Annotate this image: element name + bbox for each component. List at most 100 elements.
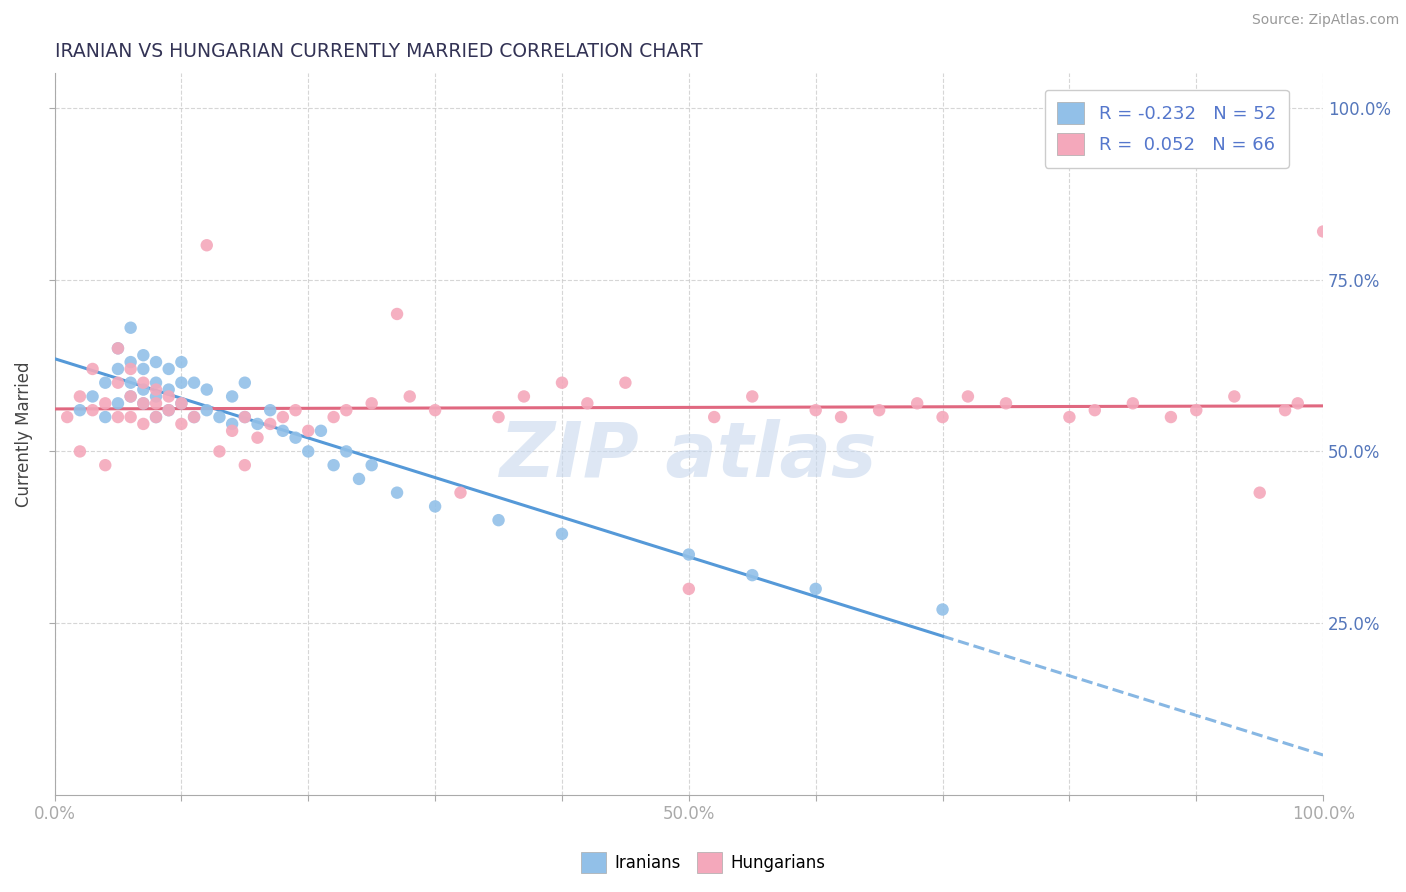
Point [107,396,129,410]
Point [195,238,218,252]
Point [69,444,91,458]
Point [956,389,979,403]
Point [145,410,167,425]
Point [246,431,269,445]
Point [69,403,91,417]
Point [132,376,155,390]
Text: Source: ZipAtlas.com: Source: ZipAtlas.com [1251,13,1399,28]
Point [233,458,256,472]
Point [183,410,205,425]
Point [120,362,142,376]
Point [335,403,357,417]
Point [804,582,827,596]
Point [82,389,104,403]
Point [120,389,142,403]
Point [221,424,243,438]
Point [1274,403,1296,417]
Point [297,424,319,438]
Point [145,383,167,397]
Point [931,410,953,425]
Point [1286,396,1309,410]
Point [360,458,382,472]
Point [741,389,763,403]
Point [905,396,928,410]
Point [1059,410,1081,425]
Point [1122,396,1144,410]
Point [157,389,180,403]
Point [513,389,536,403]
Point [157,362,180,376]
Point [132,383,155,397]
Point [94,410,117,425]
Point [488,410,510,425]
Point [614,376,637,390]
Point [830,410,852,425]
Point [82,362,104,376]
Point [1249,485,1271,500]
Text: IRANIAN VS HUNGARIAN CURRENTLY MARRIED CORRELATION CHART: IRANIAN VS HUNGARIAN CURRENTLY MARRIED C… [55,42,702,61]
Point [132,396,155,410]
Point [576,396,599,410]
Point [82,403,104,417]
Point [678,548,700,562]
Point [107,342,129,356]
Point [69,389,91,403]
Point [145,355,167,369]
Point [551,527,574,541]
Point [450,485,472,500]
Point [322,410,344,425]
Point [132,348,155,362]
Point [107,410,129,425]
Point [347,472,370,486]
Y-axis label: Currently Married: Currently Married [15,361,32,507]
Point [931,602,953,616]
Point [271,424,294,438]
Point [335,444,357,458]
Point [741,568,763,582]
Point [804,403,827,417]
Point [1312,225,1334,239]
Text: ZIP atlas: ZIP atlas [501,419,877,493]
Point [284,431,307,445]
Point [120,376,142,390]
Point [385,485,408,500]
Point [1185,403,1208,417]
Point [170,396,193,410]
Point [157,403,180,417]
Point [678,582,700,596]
Point [132,362,155,376]
Point [246,417,269,431]
Point [208,410,231,425]
Point [120,389,142,403]
Point [221,389,243,403]
Point [120,410,142,425]
Point [233,376,256,390]
Point [703,410,725,425]
Point [1223,389,1246,403]
Point [145,396,167,410]
Point [259,403,281,417]
Point [398,389,420,403]
Point [1084,403,1107,417]
Point [107,362,129,376]
Point [259,417,281,431]
Point [868,403,890,417]
Point [157,403,180,417]
Point [233,410,256,425]
Point [195,383,218,397]
Point [423,403,446,417]
Point [170,396,193,410]
Point [233,410,256,425]
Point [183,410,205,425]
Point [94,458,117,472]
Point [360,396,382,410]
Point [107,342,129,356]
Point [120,355,142,369]
Point [297,444,319,458]
Point [145,410,167,425]
Point [94,396,117,410]
Legend: Iranians, Hungarians: Iranians, Hungarians [574,846,832,880]
Point [423,500,446,514]
Point [488,513,510,527]
Legend: R = -0.232   N = 52, R =  0.052   N = 66: R = -0.232 N = 52, R = 0.052 N = 66 [1045,90,1289,168]
